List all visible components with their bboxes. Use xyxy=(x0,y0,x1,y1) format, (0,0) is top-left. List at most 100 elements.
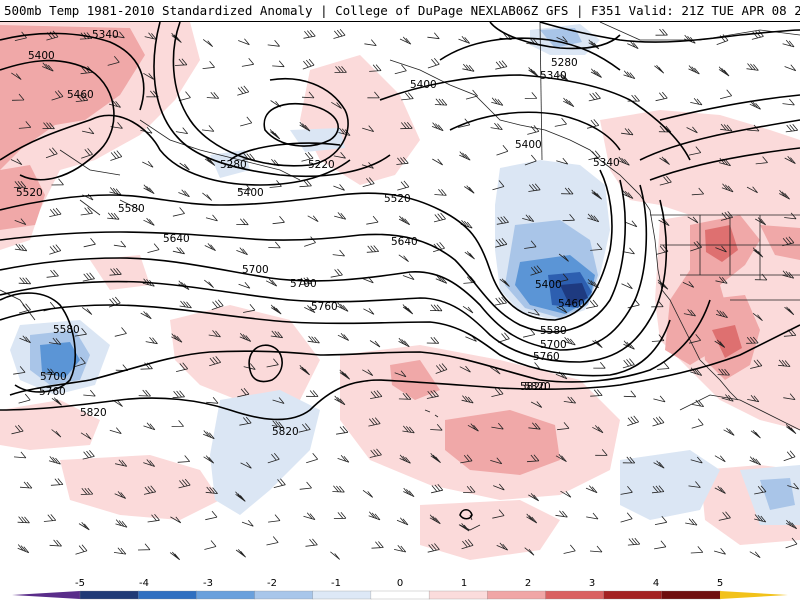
wind-barb xyxy=(691,418,704,429)
wind-barb xyxy=(108,100,121,108)
wind-barb xyxy=(240,462,252,469)
wind-barb xyxy=(463,485,476,493)
wind-barb xyxy=(79,32,93,40)
height-contours xyxy=(0,22,800,520)
wind-barb xyxy=(620,486,633,495)
wind-barb xyxy=(435,363,448,374)
wind-barb xyxy=(401,92,414,101)
wind-barb xyxy=(492,180,505,191)
wind-barb xyxy=(460,454,473,464)
wind-barb xyxy=(208,330,221,338)
wind-barb xyxy=(585,485,598,494)
wind-barb xyxy=(627,537,641,546)
wind-barb xyxy=(426,336,440,344)
wind-barb xyxy=(334,66,347,73)
wind-barb xyxy=(779,190,791,200)
wind-barb xyxy=(784,64,797,72)
wind-barb xyxy=(266,536,279,546)
wind-barb xyxy=(306,452,319,464)
wind-barb xyxy=(397,180,410,191)
wind-barb xyxy=(18,303,31,314)
wind-barb xyxy=(754,514,767,523)
map-title-left: 500mb Temp 1981-2010 Standardized Anomal… xyxy=(4,3,516,18)
wind-barb xyxy=(459,365,471,373)
wind-barb xyxy=(460,219,473,229)
wind-barb xyxy=(237,85,250,96)
wind-barb xyxy=(690,97,703,106)
wind-barb xyxy=(13,366,26,375)
wind-barb xyxy=(750,430,761,439)
wind-barb xyxy=(305,538,318,547)
wind-barb xyxy=(394,545,407,553)
wind-barb xyxy=(784,155,796,164)
wind-barb xyxy=(109,187,122,196)
contour-label: 5400 xyxy=(410,79,437,91)
wind-barb xyxy=(715,276,728,284)
wind-barb xyxy=(714,339,726,348)
wind-barb xyxy=(490,122,503,130)
wind-barb xyxy=(746,186,758,194)
wind-barb xyxy=(785,423,797,435)
wind-barb xyxy=(337,302,349,312)
wind-barb xyxy=(528,67,539,78)
wind-barb xyxy=(652,416,665,427)
wind-barb xyxy=(528,493,540,502)
colorbar-high-arrow xyxy=(720,591,788,599)
wind-barb xyxy=(496,542,509,551)
colorbar-tick-label: -1 xyxy=(331,578,341,589)
wind-barb xyxy=(178,91,191,102)
wind-barb xyxy=(333,184,345,191)
colorbar-segment xyxy=(370,590,430,600)
wind-barb xyxy=(682,281,695,288)
wind-barb xyxy=(592,339,603,349)
wind-barb xyxy=(334,212,347,220)
wind-barb xyxy=(627,94,640,102)
wind-barb xyxy=(434,188,447,196)
wind-barb xyxy=(366,245,380,253)
wind-barb xyxy=(301,91,315,99)
contour-label: 5280 xyxy=(220,159,247,171)
wind-barb xyxy=(623,340,635,350)
wind-barb xyxy=(431,483,444,494)
wind-barb xyxy=(272,60,285,68)
wind-barb xyxy=(298,423,311,433)
wind-barb xyxy=(458,523,470,532)
wind-barb xyxy=(11,424,24,435)
wind-barb xyxy=(17,544,30,554)
wind-barb xyxy=(109,268,122,276)
wind-barb xyxy=(462,63,475,72)
wind-barb xyxy=(754,485,767,495)
wind-barb xyxy=(42,62,54,72)
wind-barb xyxy=(74,327,87,337)
wind-barb xyxy=(587,213,600,223)
wind-barb xyxy=(238,38,250,46)
wind-barb xyxy=(143,485,157,495)
wind-barb xyxy=(595,449,608,456)
wind-barb xyxy=(19,335,31,344)
wind-barb xyxy=(82,127,95,135)
contour-label: 5460 xyxy=(67,89,94,101)
wind-barb xyxy=(203,455,215,464)
wind-barb xyxy=(306,390,319,397)
wind-barb xyxy=(339,369,351,380)
wind-barb xyxy=(107,212,120,220)
cold-anomaly-deepest xyxy=(560,283,588,306)
wind-barb xyxy=(590,68,602,78)
wind-barb xyxy=(718,511,731,521)
colorbar-segment xyxy=(138,590,198,600)
wind-barb xyxy=(782,270,795,279)
colorbar-segment xyxy=(79,590,139,600)
wind-barb xyxy=(654,540,667,550)
colorbar-segment xyxy=(312,590,372,600)
wind-barb xyxy=(654,65,665,74)
wind-barb xyxy=(432,158,444,166)
wind-barb xyxy=(495,60,508,70)
wind-barb xyxy=(42,122,55,130)
contour-label: 5340 xyxy=(540,70,567,82)
wind-barb xyxy=(49,207,62,217)
wind-barb xyxy=(205,486,218,494)
wind-barb xyxy=(240,116,253,127)
wind-barb xyxy=(337,332,350,341)
wind-barb xyxy=(396,517,409,526)
wind-barb xyxy=(402,425,415,434)
